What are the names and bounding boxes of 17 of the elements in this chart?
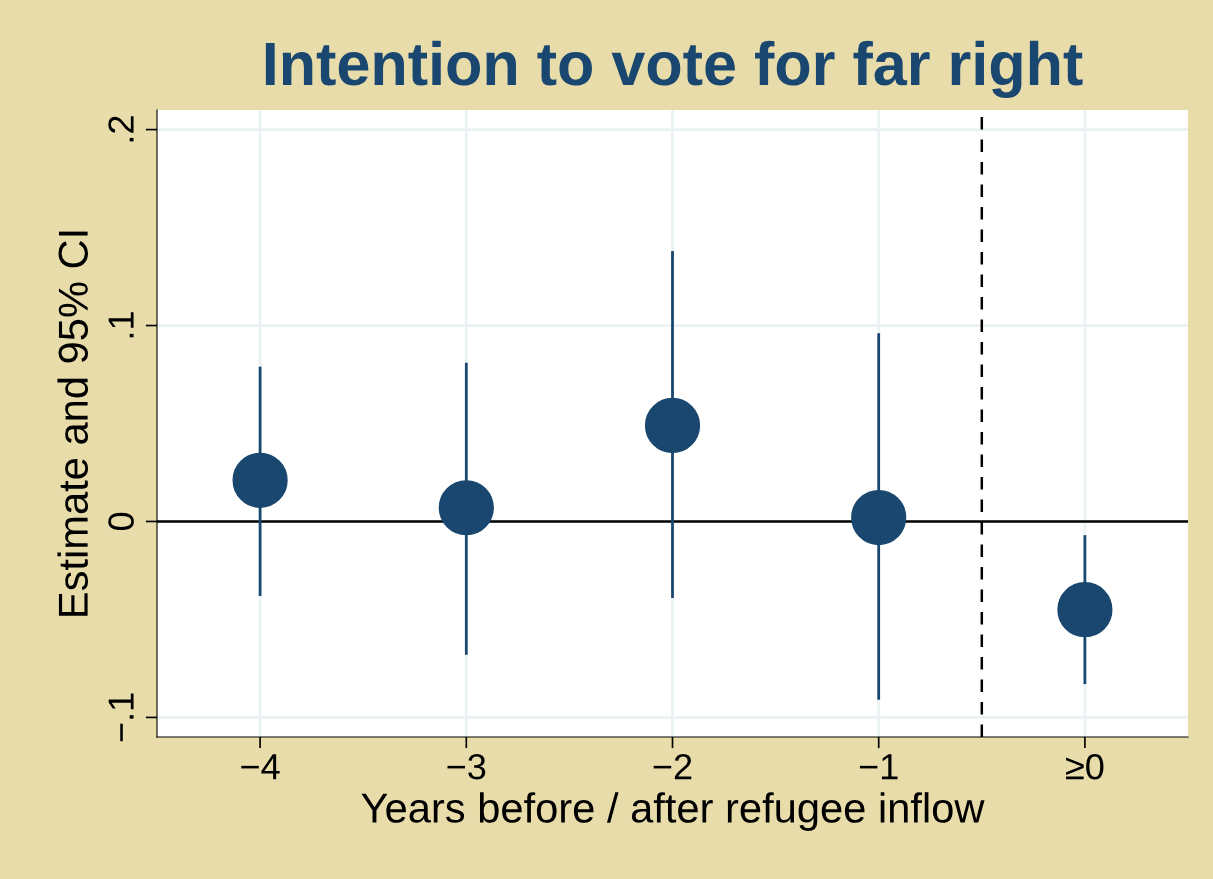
y-tick-label: −.1 (108, 693, 134, 742)
point (1057, 582, 1113, 638)
y-tick-label: 0 (108, 512, 134, 531)
y-tick-label: .1 (108, 312, 134, 338)
y-tick-label: .2 (108, 116, 134, 142)
x-tick-label: ≥0 (1066, 753, 1104, 780)
point (644, 397, 701, 454)
point (438, 480, 494, 536)
x-axis-title: Years before / after refugee inflow (361, 792, 985, 832)
x-tick-label: −3 (447, 753, 486, 780)
x-tick-label: −1 (859, 754, 898, 780)
y-axis-title: Estimate and 95% CI (57, 231, 89, 616)
chart-title: Intention to vote for far right (265, 40, 1083, 98)
point (851, 489, 907, 546)
point (232, 452, 288, 508)
x-tick-label: −2 (653, 753, 692, 780)
x-tick-label: −4 (241, 754, 280, 780)
